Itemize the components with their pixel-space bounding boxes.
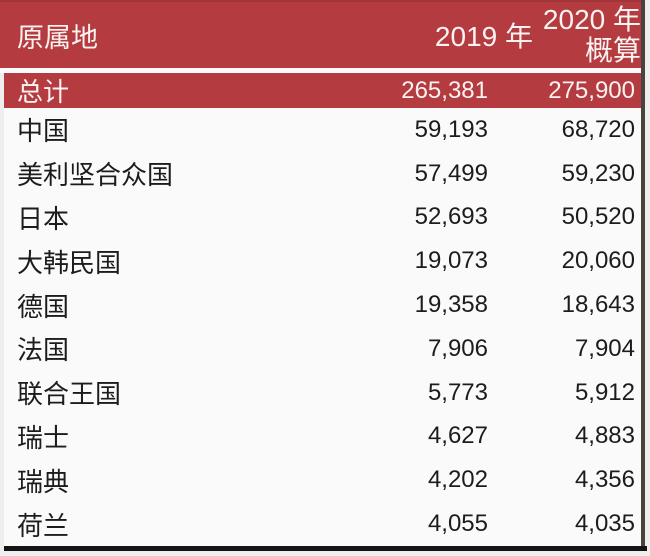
table-row: 法国 7,906 7,904 xyxy=(4,327,641,371)
row-label: 荷兰 xyxy=(17,510,70,541)
header-2020-line1: 2020 年 xyxy=(542,4,641,35)
row-2020-value: 18,643 xyxy=(561,291,635,319)
row-label: 美利坚合众国 xyxy=(17,160,174,191)
table-row: 荷兰 4,055 4,035 xyxy=(4,502,641,546)
table-right-border xyxy=(641,0,645,546)
row-2020-value: 4,356 xyxy=(574,466,635,494)
row-label: 日本 xyxy=(17,203,70,234)
row-2019-value: 4,202 xyxy=(427,466,488,494)
table-row: 美利坚合众国 57,499 59,230 xyxy=(4,152,641,196)
row-label: 瑞典 xyxy=(17,466,70,497)
row-2019-value: 19,073 xyxy=(414,247,488,275)
row-2019-value: 4,627 xyxy=(427,422,488,450)
row-2019-value: 52,693 xyxy=(414,203,488,231)
table-header-row: 原属地 2019 年 2020 年 概算 xyxy=(0,0,641,68)
row-2020-value: 4,035 xyxy=(574,510,635,538)
row-2020-value: 7,904 xyxy=(574,334,635,362)
row-label: 联合王国 xyxy=(17,379,122,410)
row-2019-value: 5,773 xyxy=(427,378,488,406)
row-2020-value: 20,060 xyxy=(561,247,635,275)
row-2019-value: 59,193 xyxy=(414,115,488,143)
total-row: 总计 265,381 275,900 xyxy=(4,73,641,108)
table-body: 中国 59,193 68,720 美利坚合众国 57,499 59,230 日本… xyxy=(4,108,641,546)
total-label: 总计 xyxy=(17,77,70,107)
row-label: 瑞士 xyxy=(17,422,70,453)
row-2019-value: 57,499 xyxy=(414,159,488,187)
table-bottom-border xyxy=(4,546,647,551)
header-origin-label: 原属地 xyxy=(17,22,98,53)
header-2019-label: 2019 年 xyxy=(434,21,533,52)
row-label: 德国 xyxy=(17,291,70,322)
total-2020-value: 275,900 xyxy=(548,76,635,104)
table-row: 联合王国 5,773 5,912 xyxy=(4,371,641,415)
row-2020-value: 5,912 xyxy=(574,378,635,406)
table-row: 瑞典 4,202 4,356 xyxy=(4,458,641,502)
row-2020-value: 50,520 xyxy=(561,203,635,231)
row-2019-value: 7,906 xyxy=(427,334,488,362)
row-label: 大韩民国 xyxy=(17,247,122,278)
table-row: 中国 59,193 68,720 xyxy=(4,108,641,152)
total-2019-value: 265,381 xyxy=(401,76,488,104)
row-label: 法国 xyxy=(17,335,70,366)
table-row: 日本 52,693 50,520 xyxy=(4,196,641,240)
table-row: 德国 19,358 18,643 xyxy=(4,283,641,327)
header-2020-label: 2020 年 概算 xyxy=(533,4,641,66)
header-2020-line2: 概算 xyxy=(584,35,641,66)
row-2020-value: 59,230 xyxy=(561,159,635,187)
row-2019-value: 19,358 xyxy=(414,291,488,319)
header-separator xyxy=(0,68,641,73)
row-label: 中国 xyxy=(17,116,70,147)
table-row: 瑞士 4,627 4,883 xyxy=(4,415,641,459)
row-2020-value: 68,720 xyxy=(561,115,635,143)
row-2020-value: 4,883 xyxy=(574,422,635,450)
row-2019-value: 4,055 xyxy=(427,510,488,538)
table-row: 大韩民国 19,073 20,060 xyxy=(4,239,641,283)
